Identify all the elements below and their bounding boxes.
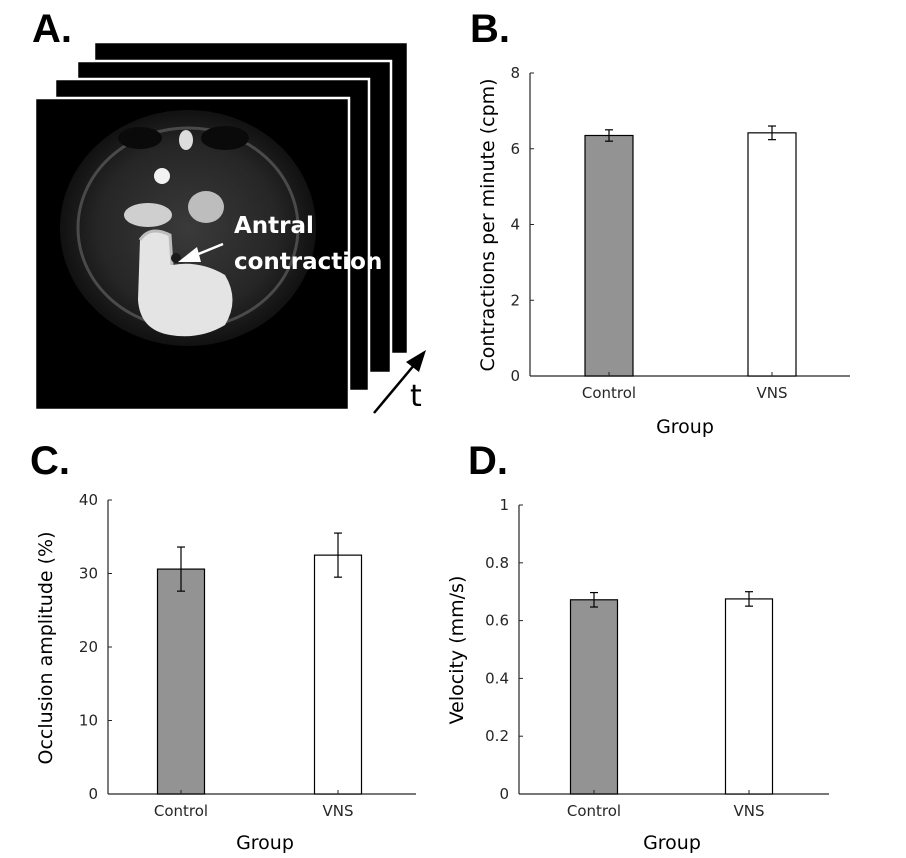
- chart-contractions-xlabel: Group: [656, 416, 714, 438]
- velocity-ytick-label: 0.4: [485, 669, 509, 687]
- chart-occlusion-xlabel: Group: [236, 832, 294, 854]
- velocity-ytick-label: 0.2: [485, 727, 509, 745]
- occlusion-ytick-label: 40: [79, 491, 98, 509]
- panel-label-d: D.: [468, 439, 508, 483]
- occlusion-ytick-label: 20: [79, 638, 98, 656]
- contractions-bar-vns: [747, 132, 797, 377]
- time-arrowhead: [406, 350, 426, 372]
- occlusion-ytick-label: 10: [79, 712, 98, 730]
- chart-velocity-xlabel: Group: [643, 832, 701, 854]
- contractions-ytick-label: 0: [510, 367, 520, 385]
- chart-velocity: 0 0.2 0.4 0.6 0.8 1 Control VNS: [485, 496, 829, 820]
- contractions-xtick-label-control: Control: [582, 384, 636, 402]
- panel-label-b: B.: [470, 7, 510, 51]
- annotation-contraction: contraction: [234, 249, 382, 275]
- velocity-ytick-label: 1: [499, 496, 509, 514]
- contractions-ytick-label: 8: [510, 64, 520, 82]
- annotation-arrowhead: [178, 247, 201, 262]
- chart-contractions: 0 2 4 6 8 Control VNS: [510, 64, 850, 402]
- chart-occlusion-ylabel: Occlusion amplitude (%): [35, 532, 57, 765]
- annotation-arrow: [195, 242, 224, 257]
- panel-label-c: C.: [30, 439, 70, 483]
- chart-contractions-ylabel: Contractions per minute (cpm): [477, 78, 499, 371]
- contractions-ytick-label: 2: [510, 291, 520, 309]
- velocity-ytick-label: 0.8: [485, 554, 509, 572]
- annotation-antral: Antral: [234, 213, 314, 239]
- occlusion-bar-vns: [313, 554, 363, 795]
- contractions-bar-control: [584, 134, 634, 377]
- time-label: t: [410, 379, 422, 414]
- time-arrow: [373, 363, 416, 414]
- contractions-ytick-label: 4: [510, 216, 520, 234]
- mri-frame-stack: Antral contraction: [33, 40, 410, 412]
- occlusion-ytick-label: 0: [88, 785, 98, 803]
- contractions-xtick-label-vns: VNS: [756, 384, 787, 402]
- occlusion-ytick-label: 30: [79, 565, 98, 583]
- velocity-xtick-label-vns: VNS: [733, 802, 764, 820]
- velocity-ytick-label: 0: [499, 785, 509, 803]
- velocity-bar-control: [569, 599, 619, 795]
- velocity-bar-vns: [724, 598, 774, 795]
- occlusion-bar-control: [156, 568, 206, 795]
- mri-image: [60, 110, 316, 346]
- contractions-ytick-label: 6: [510, 140, 520, 158]
- panel-label-a: A.: [32, 7, 72, 51]
- chart-velocity-ylabel: Velocity (mm/s): [446, 576, 468, 725]
- velocity-xtick-label-control: Control: [567, 802, 621, 820]
- chart-occlusion: 0 10 20 30 40 Control VNS: [79, 491, 416, 820]
- occlusion-xtick-label-control: Control: [154, 802, 208, 820]
- occlusion-xtick-label-vns: VNS: [322, 802, 353, 820]
- velocity-ytick-label: 0.6: [485, 612, 509, 630]
